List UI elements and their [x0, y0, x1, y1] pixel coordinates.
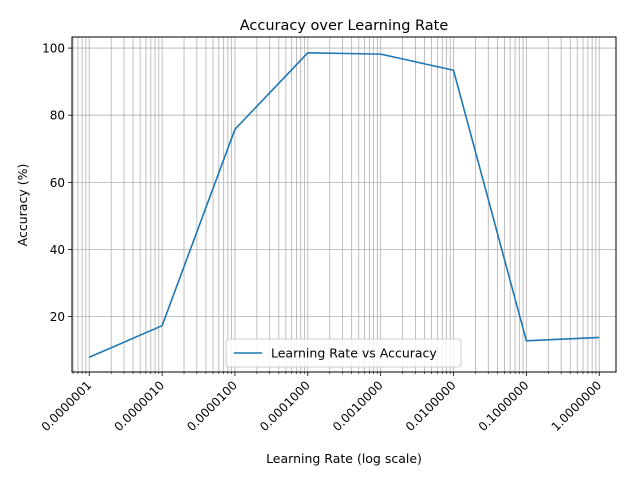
y-tick-label: 60: [50, 176, 65, 190]
plot-frame: [71, 36, 617, 373]
y-tick-label: 20: [50, 310, 65, 324]
y-tick-label: 40: [50, 243, 65, 257]
legend-label: Learning Rate vs Accuracy: [271, 346, 437, 361]
legend: Learning Rate vs Accuracy: [225, 338, 462, 368]
series-layer: [88, 51, 600, 358]
x-axis-label: Learning Rate (log scale): [266, 451, 422, 466]
legend-box: [225, 338, 462, 368]
y-axis-label: Accuracy (%): [15, 164, 30, 247]
grid-lines: [72, 37, 616, 372]
y-tick-label: 80: [50, 109, 65, 123]
chart-title: Accuracy over Learning Rate: [240, 18, 449, 34]
series-line: [88, 51, 600, 358]
y-tick-label: 100: [42, 42, 65, 56]
